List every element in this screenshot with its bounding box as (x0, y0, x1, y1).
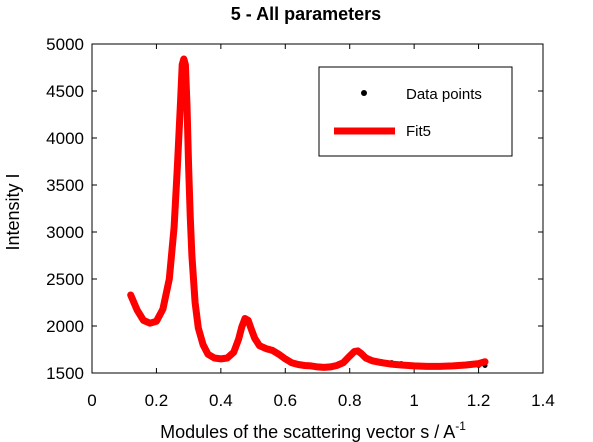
legend-label-fit5: Fit5 (406, 123, 431, 140)
x-tick-label: 1 (409, 391, 418, 410)
y-tick-label: 3500 (46, 176, 84, 195)
x-tick-label: 0.2 (145, 391, 169, 410)
legend: Data points Fit5 (318, 66, 513, 157)
y-tick-label: 2500 (46, 270, 84, 289)
fit5-line (127, 55, 489, 371)
y-axis-label: Intensity I (3, 173, 23, 250)
y-tick-label: 4000 (46, 129, 84, 148)
y-axis-ticks: 1500 2000 2500 3000 3500 4000 4500 5000 (46, 35, 543, 383)
x-axis-label: Modules of the scattering vector s / A-1 (160, 419, 466, 442)
chart-title: 5 - All parameters (231, 4, 381, 24)
x-tick-label: 0.8 (338, 391, 362, 410)
x-tick-label: 1.2 (467, 391, 491, 410)
y-tick-label: 1500 (46, 364, 84, 383)
y-tick-label: 5000 (46, 35, 84, 54)
x-tick-label: 0.6 (273, 391, 297, 410)
legend-marker-data-points (361, 90, 367, 96)
y-tick-label: 4500 (46, 82, 84, 101)
x-tick-label: 0 (87, 391, 96, 410)
x-axis-label-superscript: -1 (455, 419, 466, 433)
x-tick-label: 1.4 (531, 391, 555, 410)
x-axis-ticks: 0 0.2 0.4 0.6 0.8 1 1.2 1.4 (87, 44, 555, 410)
y-tick-label: 2000 (46, 317, 84, 336)
x-tick-label: 0.4 (209, 391, 233, 410)
legend-label-data-points: Data points (406, 86, 482, 103)
legend-box (318, 66, 513, 157)
y-tick-label: 3000 (46, 223, 84, 242)
series-layer (127, 55, 489, 371)
x-axis-label-main: Modules of the scattering vector s / A (160, 422, 455, 442)
